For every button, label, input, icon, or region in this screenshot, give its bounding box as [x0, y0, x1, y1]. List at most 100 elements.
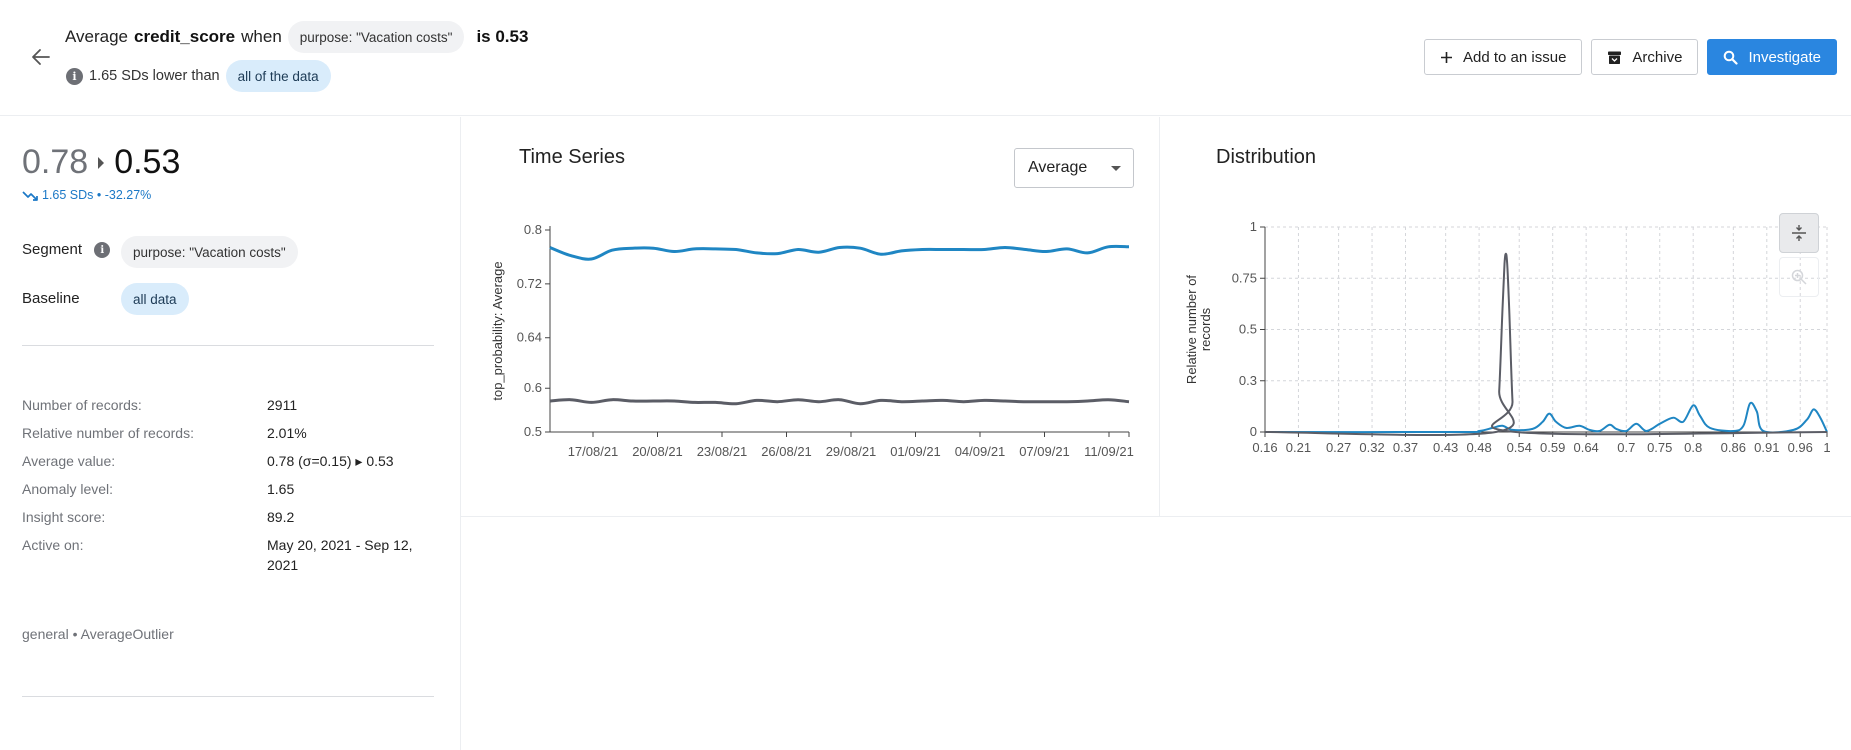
stat-label: Relative number of records: [22, 425, 194, 441]
y-tick-label: 0.8 [524, 222, 542, 237]
y-tick-label: 0.75 [1232, 270, 1257, 285]
x-tick-label: 0.96 [1788, 440, 1813, 455]
x-tick-label: 0.59 [1540, 440, 1565, 455]
x-tick-label: 0.54 [1507, 440, 1532, 455]
x-tick-label: 0.91 [1754, 440, 1779, 455]
caret-right-icon [98, 156, 105, 169]
stat-label: Active on: [22, 537, 84, 553]
divider [22, 696, 434, 697]
y-tick-label: 0 [1250, 424, 1257, 439]
zoom-in-icon [1791, 269, 1807, 285]
aggregation-select[interactable]: Average [1014, 148, 1134, 188]
aggregation-value: Average [1028, 159, 1088, 176]
delta-text: 1.65 SDs • -32.27% [42, 188, 152, 202]
x-tick-label: 0.8 [1684, 440, 1702, 455]
baseline-series-line [549, 244, 1130, 261]
investigate-label: Investigate [1748, 48, 1821, 66]
metric-name: credit_score [134, 27, 236, 46]
x-tick-label: 04/09/21 [955, 444, 1006, 459]
x-tick-label: 01/09/21 [890, 444, 941, 459]
info-icon: i [66, 67, 83, 85]
x-tick-label: 0.16 [1252, 440, 1277, 455]
distribution-panel: Distribution 0 0.3 0.5 0.75 1 0.16 0.21 0.27 0.3… [1160, 117, 1851, 517]
baseline-chip[interactable]: all data [121, 283, 189, 315]
x-tick-label: 1 [1823, 440, 1830, 455]
stat-value: May 20, 2021 - Sep 12, 2021 [267, 537, 413, 573]
y-axis-label: records [1198, 307, 1213, 351]
time-series-chart: 0.5 0.6 0.64 0.72 0.8 17/08/21 20/08/21 23/08/2… [490, 222, 1134, 459]
sd-comparison-text: 1.65 SDs lower than [89, 68, 220, 84]
x-tick-label: 29/08/21 [826, 444, 877, 459]
segment-label: Segment [22, 241, 83, 258]
to-value: 0.53 [114, 143, 181, 181]
x-tick-label: 20/08/21 [632, 444, 683, 459]
segment-series-line [549, 398, 1130, 406]
x-tick-label: 0.86 [1721, 440, 1746, 455]
stat-value: 1.65 [267, 481, 295, 497]
y-axis-label: Relative number of [1184, 275, 1199, 384]
segment-row: Segment i [22, 241, 111, 259]
y-tick-label: 0.6 [524, 380, 542, 395]
divider [22, 345, 434, 346]
caret-down-icon [1111, 166, 1121, 171]
x-tick-label: 0.43 [1433, 440, 1458, 455]
y-tick-label: 0.5 [524, 424, 542, 439]
x-tick-label: 17/08/21 [568, 444, 619, 459]
stat-value: 89.2 [267, 509, 295, 525]
x-tick-label: 0.64 [1573, 440, 1598, 455]
insight-type: general • AverageOutlier [22, 626, 174, 642]
trend-down-icon [22, 190, 38, 201]
arrow-left-icon [32, 49, 50, 65]
stat-label: Average value: [22, 453, 116, 469]
x-tick-label: 0.21 [1286, 440, 1311, 455]
plus-icon [1441, 51, 1453, 63]
time-series-panel: Time Series Average 0.5 0.6 0.64 0.72 0.8 17/… [461, 117, 1160, 517]
distribution-chart: 0 0.3 0.5 0.75 1 0.16 0.21 0.27 0.32 0.37 0.43 0.48… [1184, 219, 1831, 455]
baseline-distribution-line [1264, 401, 1828, 434]
archive-icon [1608, 51, 1622, 64]
title-result: is 0.53 [476, 27, 529, 46]
investigate-button[interactable]: Investigate [1707, 39, 1837, 75]
y-axis-label: top_probability: Average [490, 261, 505, 400]
title-when: when [241, 27, 282, 46]
zoom-reset-button[interactable] [1779, 213, 1819, 253]
action-bar: Add to an issue Archive Investigate [1424, 39, 1837, 75]
x-tick-label: 0.75 [1647, 440, 1672, 455]
segment-chip[interactable]: purpose: "Vacation costs" [287, 21, 465, 53]
segment-chip[interactable]: purpose: "Vacation costs" [121, 236, 298, 268]
insight-header: Average credit_score when purpose: "Vaca… [0, 0, 1851, 116]
y-tick-label: 0.3 [1239, 373, 1257, 388]
x-tick-label: 11/09/21 [1084, 444, 1134, 459]
baseline-chip[interactable]: all of the data [225, 60, 331, 92]
info-icon: i [94, 242, 111, 259]
y-tick-label: 0.72 [517, 276, 542, 291]
back-button[interactable] [28, 44, 54, 70]
value-change: 0.78 0.53 [22, 143, 180, 182]
compress-icon [1792, 225, 1806, 241]
summary-panel: 0.78 0.53 1.65 SDs • -32.27% Segment i p… [0, 117, 461, 750]
distribution-title: Distribution [1216, 146, 1317, 168]
stat-value: 0.78 (σ=0.15) ▸ 0.53 [267, 453, 394, 469]
x-tick-label: 23/08/21 [697, 444, 748, 459]
add-to-issue-label: Add to an issue [1463, 48, 1567, 66]
y-tick-label: 1 [1250, 219, 1257, 234]
zoom-in-button[interactable] [1779, 257, 1819, 297]
title-prefix: Average [65, 27, 129, 46]
x-tick-label: 0.27 [1326, 440, 1351, 455]
stat-label: Anomaly level: [22, 481, 114, 497]
time-series-title: Time Series [519, 146, 625, 168]
insight-title: Average credit_score when purpose: "Vaca… [65, 21, 528, 53]
archive-label: Archive [1632, 48, 1683, 66]
insight-subtitle: i 1.65 SDs lower than all of the data [66, 60, 331, 92]
stat-label: Number of records: [22, 397, 142, 413]
archive-button[interactable]: Archive [1591, 39, 1699, 75]
x-tick-label: 0.32 [1359, 440, 1384, 455]
add-to-issue-button[interactable]: Add to an issue [1424, 39, 1583, 75]
from-value: 0.78 [22, 143, 89, 181]
x-tick-label: 0.48 [1466, 440, 1491, 455]
delta-indicator: 1.65 SDs • -32.27% [22, 188, 151, 202]
y-tick-label: 0.64 [517, 330, 542, 345]
stat-value: 2.01% [267, 425, 307, 441]
y-tick-label: 0.5 [1239, 322, 1257, 337]
stat-label: Insight score: [22, 509, 106, 525]
